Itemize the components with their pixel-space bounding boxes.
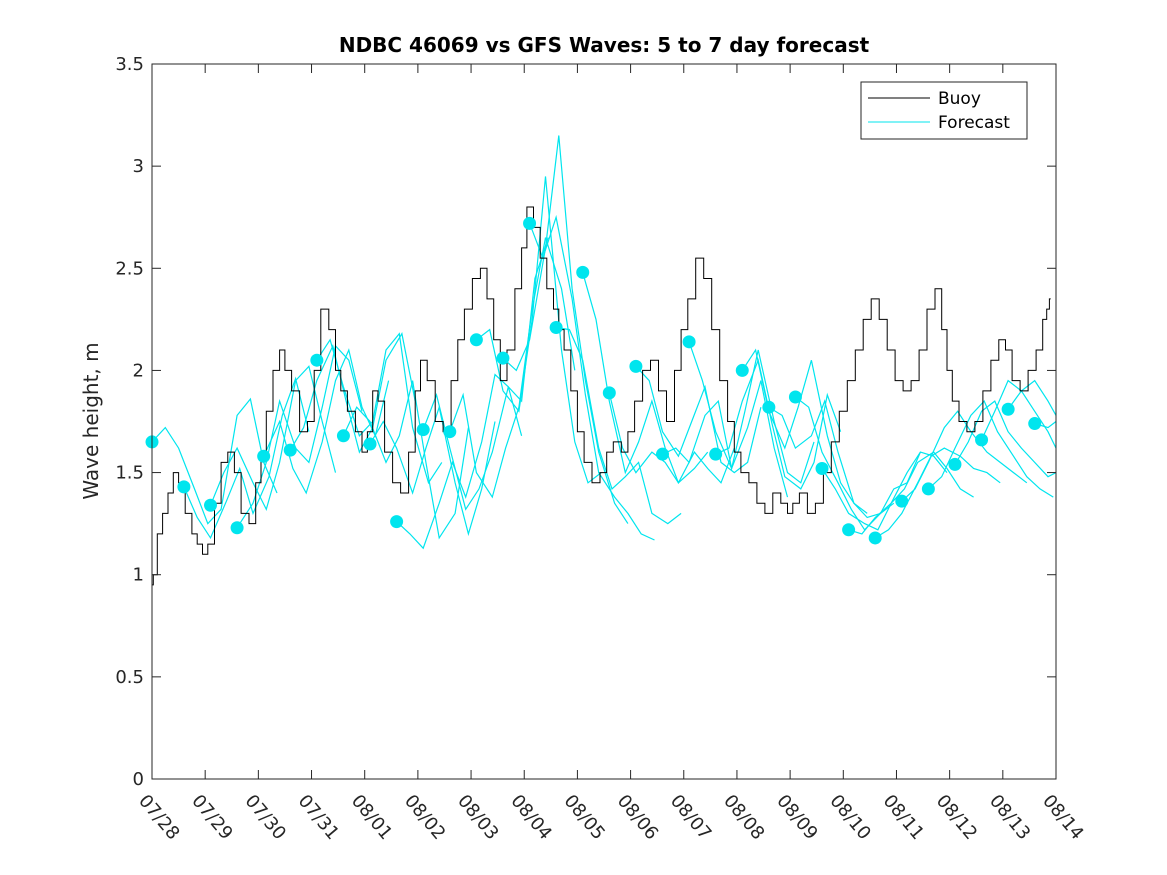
forecast-start-point	[975, 433, 989, 447]
forecast-run-line	[821, 451, 948, 531]
x-tick-label: 08/08	[719, 791, 768, 844]
forecast-start-markers	[145, 216, 1042, 545]
forecast-run-line	[608, 392, 735, 484]
y-tick-label: 1	[133, 565, 144, 586]
forecast-run-line	[582, 272, 709, 484]
forecast-start-point	[868, 531, 882, 545]
forecast-run-line	[927, 400, 1054, 498]
x-tick-label: 08/14	[1038, 791, 1087, 844]
buoy-series	[152, 206, 1051, 586]
x-tick-label: 08/05	[560, 791, 609, 844]
forecast-start-point	[895, 494, 909, 508]
forecast-run-line	[1007, 379, 1057, 416]
forecast-start-point	[762, 400, 776, 414]
x-tick-label: 08/10	[825, 791, 874, 844]
forecast-run-line	[316, 332, 443, 485]
y-tick-label: 3	[133, 156, 144, 177]
y-tick-label: 1.5	[115, 463, 144, 484]
x-tick-label: 07/30	[241, 791, 290, 844]
forecast-run-line	[715, 358, 842, 490]
y-tick-label: 0.5	[115, 667, 144, 688]
y-axis-label: Wave height, m	[79, 342, 103, 499]
x-tick-label: 08/12	[932, 791, 981, 844]
forecast-run-line	[342, 380, 469, 540]
forecast-start-point	[1001, 402, 1015, 416]
y-tick-label: 2	[133, 360, 144, 381]
forecast-start-point	[363, 437, 377, 451]
y-axis: 0 0.5 1 1.5 2 2.5 3 3.5	[115, 54, 1056, 790]
x-tick-label: 07/29	[187, 791, 236, 844]
forecast-start-point	[602, 386, 616, 400]
legend-box	[860, 81, 1028, 140]
forecast-start-point	[177, 480, 191, 494]
x-tick-label: 07/28	[134, 791, 183, 844]
forecast-start-point	[655, 447, 669, 461]
forecast-run-line	[529, 214, 655, 541]
forecast-start-point	[788, 390, 802, 404]
forecast-start-point	[921, 482, 935, 496]
forecast-run-line	[209, 365, 337, 511]
x-tick-label: 08/01	[347, 791, 396, 844]
legend-buoy-label: Buoy	[938, 89, 981, 109]
forecast-start-point	[469, 333, 483, 347]
y-tick-label: 3.5	[115, 54, 144, 75]
x-tick-label: 08/09	[772, 791, 821, 844]
forecast-start-point	[629, 359, 643, 373]
forecast-start-point	[496, 351, 510, 365]
x-tick-label: 08/07	[666, 791, 715, 844]
forecast-start-point	[390, 515, 404, 529]
x-tick-label: 08/06	[613, 791, 662, 844]
forecast-start-point	[230, 521, 244, 535]
plot-area	[152, 64, 1056, 779]
x-tick-label: 08/13	[985, 791, 1034, 844]
legend-forecast-label: Forecast	[938, 113, 1010, 133]
forecast-run-line	[556, 326, 682, 525]
forecast-start-point	[682, 335, 696, 349]
forecast-start-point	[815, 461, 829, 475]
forecast-start-point	[336, 429, 350, 443]
legend: Buoy Forecast	[860, 81, 1028, 140]
x-tick-label: 08/03	[453, 791, 502, 844]
x-tick-label: 08/11	[879, 791, 928, 844]
forecast-run-line	[768, 399, 895, 519]
forecast-start-point	[523, 216, 537, 230]
forecast-start-point	[842, 523, 856, 537]
forecast-run-line	[848, 451, 974, 535]
forecast-run-line	[688, 341, 815, 484]
chart-title: NDBC 46069 vs GFS Waves: 5 to 7 day fore…	[339, 33, 870, 57]
y-tick-label: 0	[133, 769, 144, 790]
forecast-start-point	[709, 447, 723, 461]
forecast-start-point	[416, 423, 430, 437]
forecast-run-line	[289, 332, 416, 454]
y-tick-label: 2.5	[115, 258, 144, 279]
forecast-run-line	[874, 447, 1001, 539]
x-tick-label: 08/04	[506, 791, 555, 844]
forecast-run-line	[662, 380, 789, 498]
forecast-start-point	[203, 498, 217, 512]
forecast-start-point	[283, 443, 297, 457]
forecast-run-line	[502, 135, 629, 524]
x-tick-label: 07/31	[294, 791, 343, 844]
forecast-run-line	[183, 376, 310, 540]
x-tick-label: 08/02	[400, 791, 449, 844]
forecast-start-point	[948, 457, 962, 471]
forecast-series	[151, 135, 1057, 550]
forecast-start-point	[549, 321, 563, 335]
forecast-start-point	[1028, 417, 1042, 431]
forecast-start-point	[257, 449, 271, 463]
forecast-run-line	[369, 404, 496, 537]
forecast-run-line	[741, 348, 868, 514]
axes-box	[151, 63, 1057, 780]
forecast-start-point	[310, 353, 324, 367]
buoy-line	[152, 206, 1051, 586]
forecast-start-point	[735, 363, 749, 377]
forecast-start-point	[576, 265, 590, 279]
forecast-start-point	[443, 425, 457, 439]
